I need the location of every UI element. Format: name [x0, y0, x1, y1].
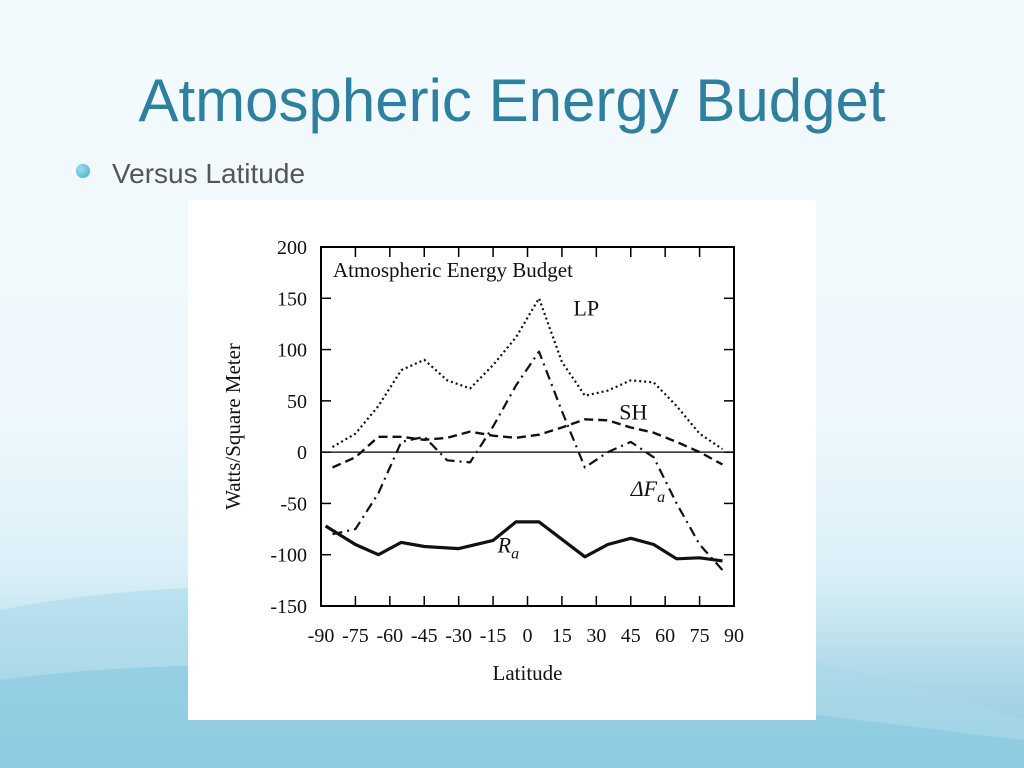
x-tick-label: -90 [308, 625, 335, 647]
bullet-dot-icon [76, 164, 90, 178]
series-label-1: SH [619, 399, 647, 424]
slide-title: Atmospheric Energy Budget [138, 67, 886, 134]
x-tick-label: -15 [480, 625, 507, 647]
x-tick-label: -45 [411, 625, 438, 647]
series-line-1 [332, 418, 724, 469]
series-label-3: Ra [497, 533, 519, 563]
x-tick-label: -75 [342, 625, 369, 647]
y-tick-label: -100 [270, 545, 307, 567]
x-tick-label: 0 [523, 625, 533, 647]
y-tick-label: 100 [277, 340, 307, 362]
y-tick-label: 200 [277, 237, 307, 259]
y-axis-label: Watts/Square Meter [221, 343, 245, 510]
bullet-text: Versus Latitude [112, 158, 306, 189]
y-tick-label: 0 [297, 442, 307, 464]
chart-series [324, 297, 724, 571]
x-tick-label: 90 [724, 625, 744, 647]
x-tick-label: 75 [690, 625, 710, 647]
x-tick-label: 15 [552, 625, 572, 647]
chart-figure: 200 150 100 50 0 -50 -100 -150 -90 -75 -60 -45 -30 -1… [188, 200, 816, 720]
x-tick-label: 30 [586, 625, 606, 647]
x-tick-label: 60 [655, 625, 675, 647]
y-tick-label: -150 [270, 596, 307, 618]
series-line-3 [324, 520, 723, 563]
x-tick-label: -30 [445, 625, 472, 647]
y-tick-label: 150 [277, 288, 307, 310]
x-axis-label: Latitude [493, 661, 563, 685]
x-tick-label: 45 [621, 625, 641, 647]
series-label-0: LP [573, 296, 599, 321]
y-tick-label: 50 [287, 391, 307, 413]
chart-axes [320, 246, 735, 607]
series-line-2 [332, 350, 724, 571]
series-label-2: ΔFa [630, 476, 665, 506]
series-line-0 [331, 297, 724, 451]
y-tick-label: -50 [280, 493, 307, 515]
x-tick-label: -60 [376, 625, 403, 647]
chart-title: Atmospheric Energy Budget [333, 258, 573, 282]
bullet-item: Versus Latitude [76, 158, 305, 190]
